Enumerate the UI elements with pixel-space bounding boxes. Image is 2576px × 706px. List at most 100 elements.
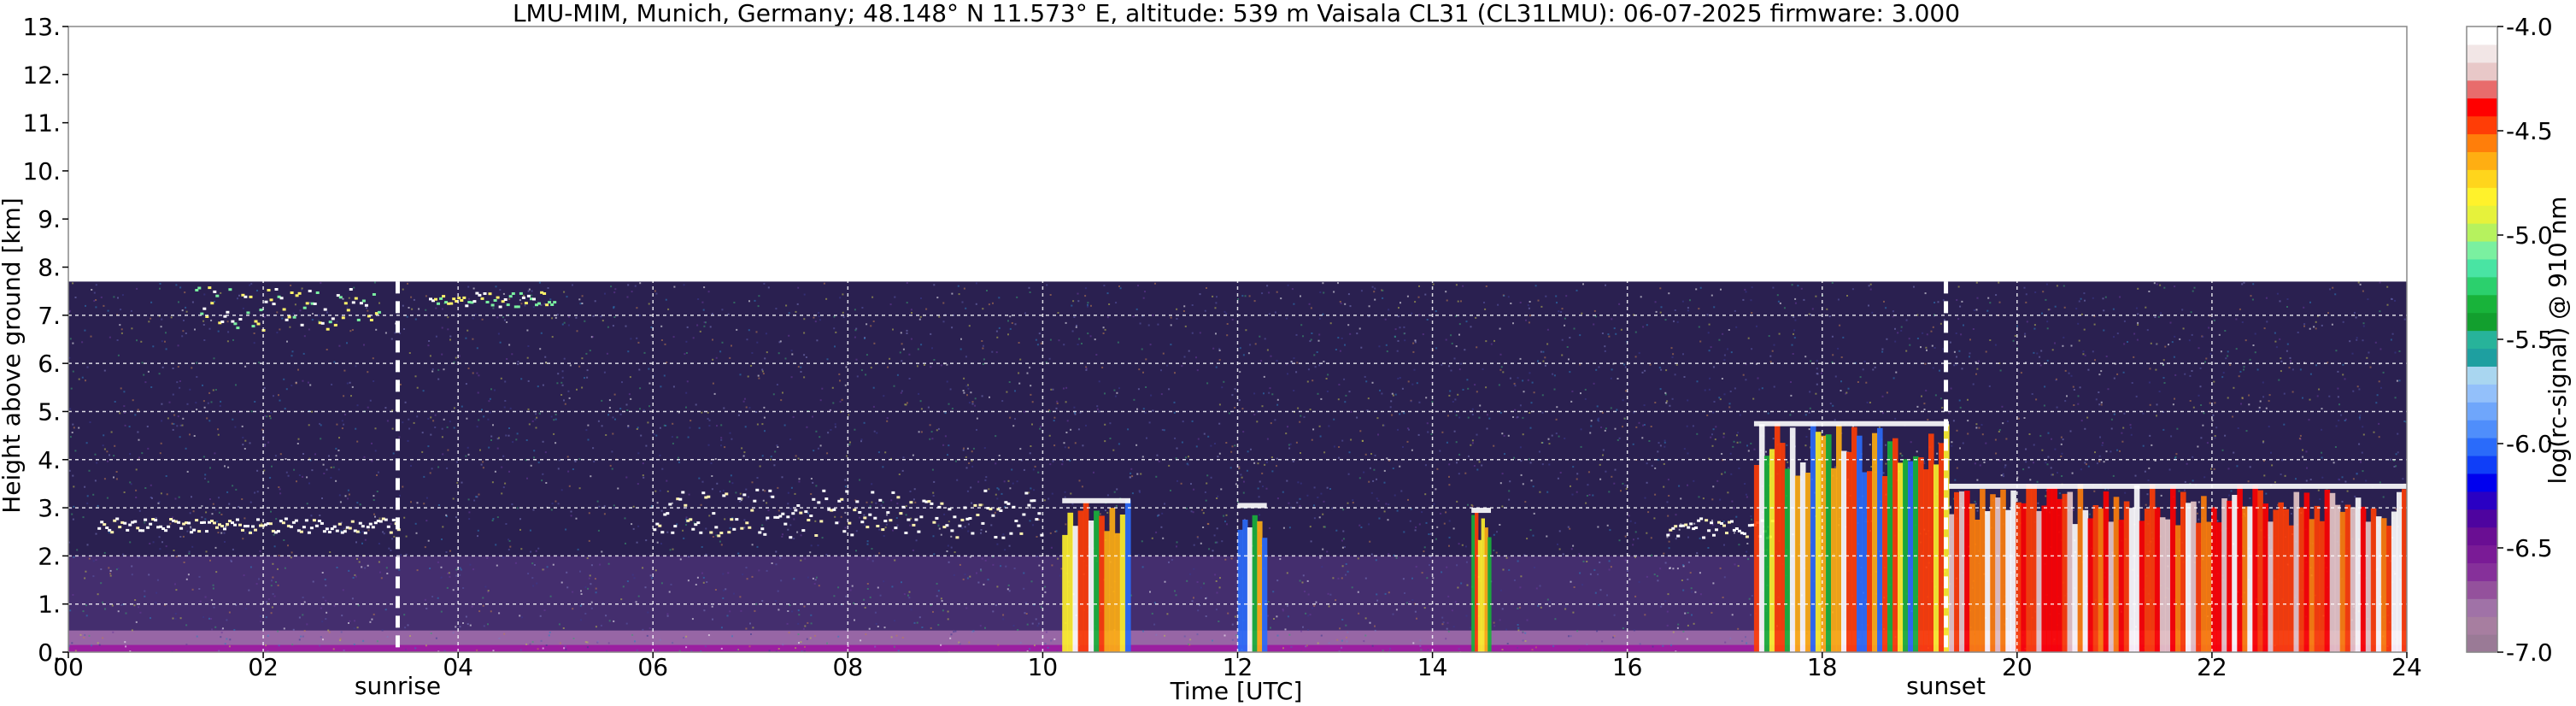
noise-speck <box>1524 640 1527 642</box>
noise-speck <box>1613 327 1616 330</box>
noise-speck <box>703 321 706 324</box>
noise-speck <box>1142 297 1145 299</box>
noise-speck <box>530 464 532 467</box>
noise-speck <box>1307 615 1310 617</box>
noise-speck <box>1448 544 1450 547</box>
noise-speck <box>2095 398 2098 401</box>
noise-speck <box>777 609 780 611</box>
noise-speck <box>2192 479 2194 482</box>
noise-speck <box>270 510 272 513</box>
noise-speck <box>314 453 316 456</box>
noise-speck <box>495 285 497 288</box>
noise-speck <box>1423 607 1426 609</box>
noise-speck <box>1323 526 1325 528</box>
noise-speck <box>1519 446 1522 449</box>
noise-speck <box>777 509 780 512</box>
noise-speck <box>1332 577 1335 580</box>
noise-speck <box>803 293 806 296</box>
noise-speck <box>1869 288 1872 291</box>
noise-speck <box>972 630 975 632</box>
noise-speck <box>998 297 1000 299</box>
noise-speck <box>736 649 739 651</box>
noise-speck <box>1007 320 1009 322</box>
noise-speck <box>1567 526 1570 528</box>
noise-speck <box>410 465 412 467</box>
noise-speck <box>840 515 842 518</box>
noise-speck <box>476 426 478 428</box>
noise-speck <box>1988 385 1991 387</box>
noise-speck <box>244 448 246 450</box>
noise-speck <box>2164 345 2167 348</box>
noise-speck <box>1377 433 1379 436</box>
noise-speck <box>1605 427 1607 430</box>
noise-speck <box>152 541 155 544</box>
noise-speck <box>803 376 806 379</box>
noise-speck <box>1512 322 1514 325</box>
noise-speck <box>1102 332 1105 334</box>
noise-speck <box>1646 575 1648 578</box>
noise-speck <box>179 386 181 389</box>
noise-speck <box>1152 314 1154 316</box>
noise-speck <box>176 425 179 427</box>
noise-speck <box>1666 536 1669 538</box>
noise-speck <box>1664 393 1667 396</box>
noise-speck <box>722 490 725 492</box>
noise-speck <box>905 403 907 406</box>
noise-speck <box>2213 468 2215 470</box>
noise-speck <box>565 648 567 650</box>
noise-speck <box>1044 591 1047 593</box>
noise-speck <box>312 313 314 315</box>
noise-speck <box>815 485 818 487</box>
noise-speck <box>640 434 643 437</box>
noise-speck <box>800 641 802 644</box>
noise-speck <box>355 427 357 430</box>
noise-speck <box>964 574 966 576</box>
noise-speck <box>838 521 841 523</box>
noise-speck <box>204 518 207 521</box>
noise-speck <box>599 563 601 566</box>
noise-speck <box>1706 314 1709 316</box>
noise-speck <box>1221 540 1223 543</box>
noise-speck <box>1383 481 1386 484</box>
noise-speck <box>1793 337 1796 339</box>
noise-speck <box>1922 332 1924 334</box>
noise-speck <box>574 460 577 462</box>
noise-speck <box>2156 283 2158 285</box>
noise-speck <box>2100 401 2103 403</box>
noise-speck <box>2277 503 2280 506</box>
noise-speck <box>937 427 940 430</box>
noise-speck <box>1978 427 1980 429</box>
noise-speck <box>777 486 779 489</box>
noise-speck <box>1459 362 1462 365</box>
noise-speck <box>270 585 273 587</box>
noise-speck <box>1276 465 1277 468</box>
noise-speck <box>327 629 330 632</box>
noise-speck <box>1030 385 1032 387</box>
noise-speck <box>741 497 743 500</box>
noise-speck <box>1485 340 1488 343</box>
noise-speck <box>1421 511 1423 514</box>
noise-speck <box>1301 581 1304 584</box>
noise-speck <box>2214 402 2216 404</box>
noise-speck <box>581 386 584 389</box>
noise-speck <box>2063 285 2065 287</box>
noise-speck <box>2003 475 2004 478</box>
noise-speck <box>173 414 176 416</box>
noise-speck <box>1240 474 1242 476</box>
noise-speck <box>966 447 969 450</box>
noise-speck <box>1352 499 1354 502</box>
noise-speck <box>407 624 409 627</box>
noise-speck <box>1457 300 1459 303</box>
noise-speck <box>883 395 885 397</box>
noise-speck <box>630 338 632 340</box>
noise-speck <box>1598 420 1600 422</box>
noise-speck <box>1874 366 1876 368</box>
noise-speck <box>2313 326 2315 328</box>
noise-speck <box>797 609 800 612</box>
noise-speck <box>185 624 188 627</box>
noise-speck <box>533 450 536 452</box>
noise-speck <box>642 462 644 465</box>
noise-speck <box>1998 281 2000 284</box>
noise-speck <box>1547 438 1550 440</box>
noise-speck <box>2334 293 2337 296</box>
